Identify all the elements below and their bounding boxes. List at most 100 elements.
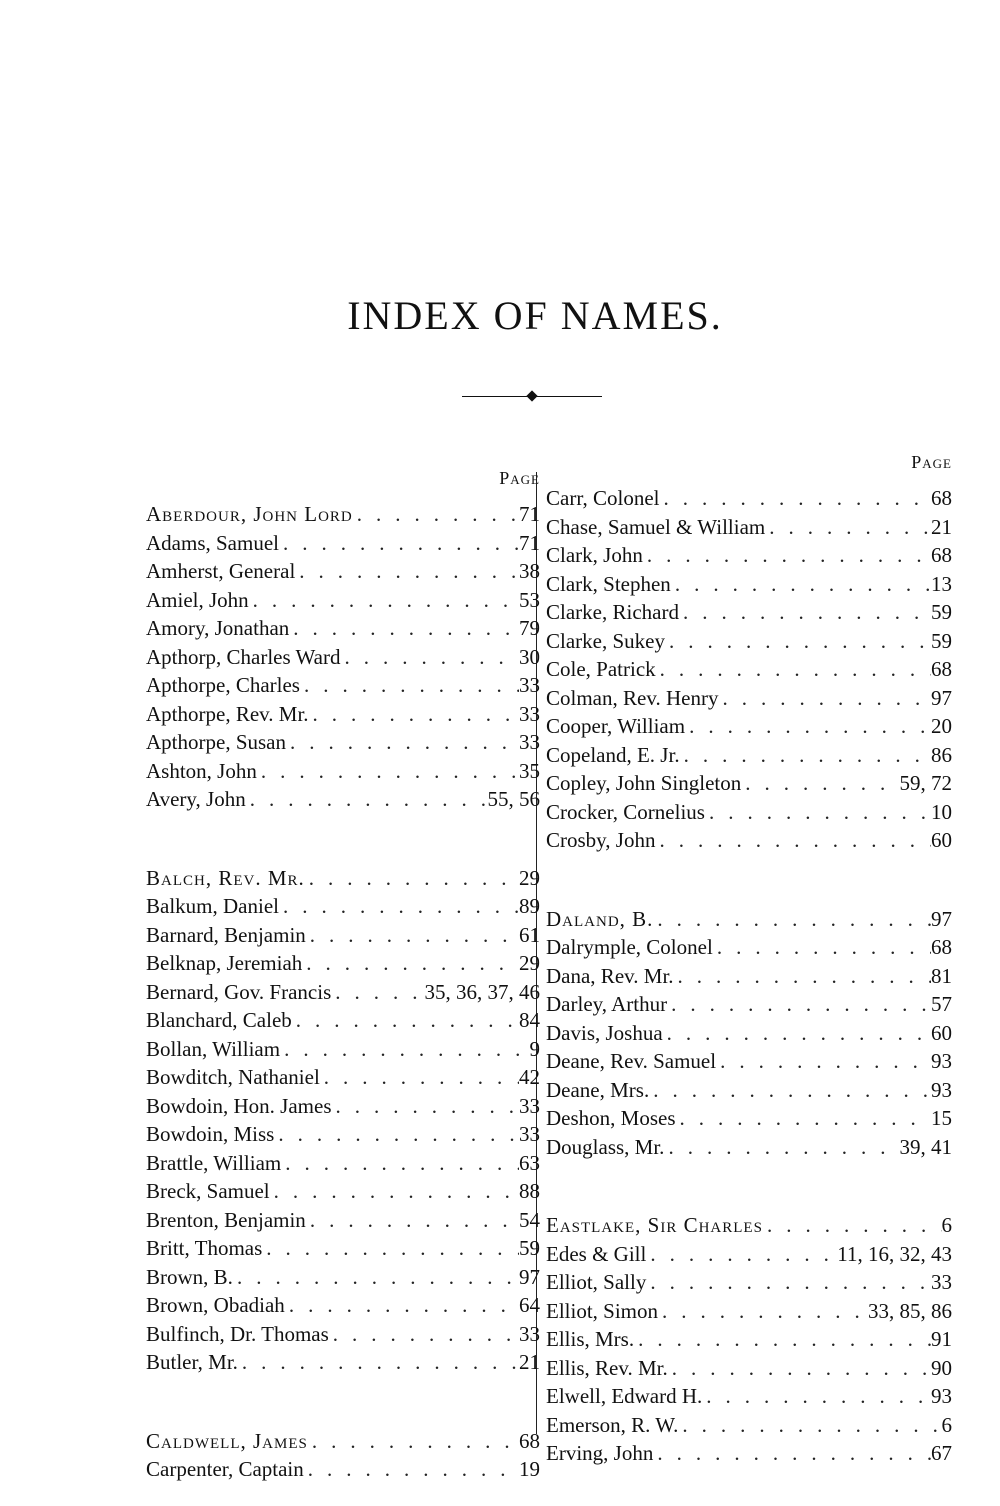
entry-pages: 63 bbox=[519, 1150, 540, 1175]
entry-pages: 39, 41 bbox=[899, 1134, 953, 1159]
dot-leader: ........................................ bbox=[671, 1355, 931, 1380]
dot-leader: ........................................ bbox=[689, 714, 931, 738]
entry-pages: 68 bbox=[519, 1428, 540, 1453]
entry-name: Avery, John bbox=[146, 787, 246, 811]
dot-leader: ........................................ bbox=[303, 673, 519, 697]
index-entry: Crocker, Cornelius......................… bbox=[546, 800, 952, 829]
entry-pages: 35 bbox=[519, 758, 540, 783]
entry-name: Aberdour, John Lord bbox=[146, 502, 353, 526]
entry-name: Darley, Arthur bbox=[546, 992, 668, 1016]
entry-pages: 21 bbox=[931, 514, 952, 539]
dot-leader: ........................................ bbox=[356, 502, 519, 526]
entry-pages: 59 bbox=[519, 1236, 540, 1260]
dot-leader: ........................................ bbox=[682, 1412, 941, 1437]
dot-leader: ........................................ bbox=[646, 543, 931, 567]
index-entry: Adams, Samuel...........................… bbox=[146, 531, 540, 560]
entry-pages: 60 bbox=[931, 828, 952, 852]
entry-name: Ellis, Mrs. bbox=[546, 1327, 635, 1351]
entry-pages: 90 bbox=[931, 1355, 952, 1380]
dot-leader: ........................................ bbox=[306, 951, 519, 975]
entry-pages: 33 bbox=[519, 673, 540, 697]
entry-name: Amherst, General bbox=[146, 559, 296, 583]
index-entry: Elliot, Sally...........................… bbox=[546, 1270, 952, 1299]
entry-pages: 59 bbox=[931, 628, 952, 653]
entry-name: Apthorpe, Susan bbox=[146, 730, 286, 754]
index-entry: Emerson, R. W...........................… bbox=[546, 1413, 952, 1442]
entry-name: Blanchard, Caleb bbox=[146, 1008, 292, 1032]
entry-name: Bowdoin, Hon. James bbox=[146, 1093, 332, 1118]
index-entry: Apthorpe, Charles.......................… bbox=[146, 673, 540, 702]
entry-pages: 68 bbox=[931, 486, 952, 510]
entry-name: Amory, Jonathan bbox=[146, 616, 290, 640]
index-entry: Apthorpe, Rev. Mr.......................… bbox=[146, 702, 540, 731]
dot-leader: ........................................ bbox=[662, 1298, 868, 1323]
entry-name: Brattle, William bbox=[146, 1150, 282, 1175]
entry-name: Carpenter, Captain bbox=[146, 1457, 304, 1481]
entry-name: Clarke, Sukey bbox=[546, 628, 665, 653]
dot-leader: ........................................ bbox=[745, 771, 900, 795]
index-entry: Clarke, Richard.........................… bbox=[546, 600, 952, 629]
entry-name: Breck, Samuel bbox=[146, 1179, 270, 1203]
index-entry: Elwell, Edward H........................… bbox=[546, 1384, 952, 1413]
entry-name: Cole, Patrick bbox=[546, 657, 656, 681]
index-entry: Breck, Samuel...........................… bbox=[146, 1179, 540, 1208]
entry-name: Copeland, E. Jr. bbox=[546, 742, 680, 767]
entry-pages: 42 bbox=[519, 1065, 540, 1089]
dot-leader: ........................................ bbox=[716, 935, 931, 959]
index-entry: Daland, B...............................… bbox=[546, 907, 952, 936]
index-entry: Blanchard, Caleb........................… bbox=[146, 1008, 540, 1037]
dot-leader: ........................................ bbox=[663, 486, 931, 510]
entry-name: Deane, Rev. Samuel bbox=[546, 1049, 717, 1073]
entry-pages: 29 bbox=[519, 865, 540, 890]
entry-pages: 71 bbox=[519, 502, 540, 526]
entry-name: Britt, Thomas bbox=[146, 1236, 263, 1260]
entry-name: Eastlake, Sir Charles bbox=[546, 1213, 763, 1237]
index-entry: Deshon, Moses...........................… bbox=[546, 1106, 952, 1135]
entry-pages: 59 bbox=[931, 600, 952, 624]
dot-leader: ........................................ bbox=[288, 1293, 519, 1317]
index-entry: Cole, Patrick...........................… bbox=[546, 657, 952, 686]
index-entry: Clarke, Sukey...........................… bbox=[546, 629, 952, 658]
entry-pages: 93 bbox=[931, 1049, 952, 1073]
entry-pages: 29 bbox=[519, 951, 540, 975]
index-entry: Carpenter, Captain......................… bbox=[146, 1457, 540, 1486]
index-entry: Chase, Samuel & William.................… bbox=[546, 515, 952, 544]
entry-name: Brown, B. bbox=[146, 1264, 233, 1289]
entry-pages: 6 bbox=[941, 1412, 953, 1437]
entry-name: Bollan, William bbox=[146, 1036, 281, 1061]
entry-pages: 6 bbox=[941, 1213, 953, 1237]
index-entry: Clark, Stephen..........................… bbox=[546, 572, 952, 601]
entry-name: Apthorpe, Charles bbox=[146, 673, 300, 697]
index-entry: Eastlake, Sir Charles...................… bbox=[546, 1213, 952, 1242]
entry-pages: 71 bbox=[519, 530, 540, 555]
index-entry: Amory, Jonathan.........................… bbox=[146, 616, 540, 645]
dot-leader: ........................................ bbox=[332, 1321, 519, 1346]
dot-leader: ........................................ bbox=[266, 1236, 519, 1260]
entry-pages: 79 bbox=[519, 616, 540, 640]
dot-leader: ........................................ bbox=[720, 1049, 931, 1073]
index-entry: Brown, B................................… bbox=[146, 1265, 540, 1294]
entry-pages: 19 bbox=[519, 1457, 540, 1481]
dot-leader: ........................................ bbox=[249, 787, 488, 811]
entry-name: Copley, John Singleton bbox=[546, 771, 742, 795]
index-entry: Douglass, Mr............................… bbox=[546, 1135, 952, 1164]
dot-leader: ........................................ bbox=[309, 922, 519, 947]
entry-pages: 33 bbox=[519, 701, 540, 726]
entry-name: Daland, B. bbox=[546, 906, 654, 931]
diamond-ornament-icon bbox=[526, 390, 538, 402]
dot-leader: ........................................ bbox=[682, 600, 931, 624]
index-entry: Avery, John.............................… bbox=[146, 787, 540, 816]
entry-pages: 59, 72 bbox=[899, 771, 953, 795]
entry-name: Elwell, Edward H. bbox=[546, 1384, 703, 1408]
dot-leader: ........................................ bbox=[666, 1020, 931, 1045]
index-entry: Crosby, John............................… bbox=[546, 828, 952, 857]
entry-name: Brenton, Benjamin bbox=[146, 1207, 306, 1232]
entry-pages: 68 bbox=[931, 543, 952, 567]
dot-leader: ........................................ bbox=[335, 1093, 520, 1118]
entry-pages: 33 bbox=[519, 1321, 540, 1346]
dot-leader: ........................................ bbox=[307, 1457, 519, 1481]
dot-leader: ........................................ bbox=[285, 1150, 519, 1175]
section-gap bbox=[546, 1163, 952, 1213]
entry-name: Bowdoin, Miss bbox=[146, 1122, 275, 1146]
entry-pages: 30 bbox=[519, 644, 540, 669]
